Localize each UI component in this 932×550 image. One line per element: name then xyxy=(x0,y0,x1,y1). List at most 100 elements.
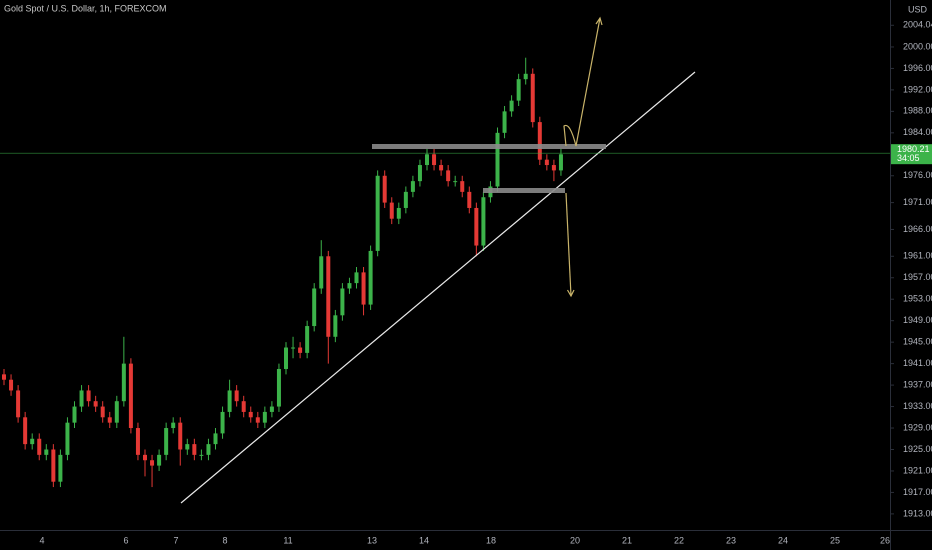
candle-body xyxy=(516,79,521,101)
trend-line xyxy=(180,71,696,504)
candle-body xyxy=(51,449,56,482)
candle-body xyxy=(509,100,514,112)
candle-body xyxy=(44,449,49,455)
candle-body xyxy=(234,390,239,402)
y-tick-label: 1966.00 xyxy=(903,224,932,234)
y-axis-label: USD xyxy=(908,4,928,14)
candle-body xyxy=(502,111,507,133)
candle-body xyxy=(262,411,267,423)
candle-body xyxy=(30,438,35,445)
x-tick-label: 24 xyxy=(778,535,788,545)
candle-body xyxy=(523,73,528,80)
y-tick-label: 1988.00 xyxy=(903,106,932,116)
x-tick-label: 8 xyxy=(222,535,227,545)
candle-body xyxy=(354,272,359,284)
candle-body xyxy=(305,326,310,353)
candle-body xyxy=(319,256,324,289)
candle-body xyxy=(284,347,288,369)
bear-arrow xyxy=(565,192,572,297)
x-tick-label: 18 xyxy=(486,535,496,545)
candle-body xyxy=(107,417,112,423)
candle-body xyxy=(199,454,204,456)
candle-body xyxy=(72,406,77,423)
candle-body xyxy=(410,181,415,192)
candle-body xyxy=(255,417,260,423)
candle-body xyxy=(551,165,556,171)
candle-body xyxy=(213,433,218,445)
candle-body xyxy=(417,165,422,182)
candle-body xyxy=(248,411,253,418)
candle-body xyxy=(460,181,465,192)
x-tick-label: 11 xyxy=(283,535,292,545)
candle-body xyxy=(65,422,70,455)
candle-body xyxy=(164,428,169,455)
x-tick-label: 22 xyxy=(674,535,684,545)
candle-body xyxy=(375,175,380,251)
candle-body xyxy=(269,406,274,412)
candle-body xyxy=(100,406,105,418)
candle-body xyxy=(206,444,211,455)
candle-body xyxy=(403,191,408,208)
candle-body xyxy=(396,207,401,219)
candle-body xyxy=(537,122,542,160)
bull-arrow xyxy=(563,17,601,147)
x-tick-label: 7 xyxy=(173,535,178,545)
bear-arrowhead xyxy=(566,289,575,298)
countdown-label: 34:05 xyxy=(897,153,920,163)
y-tick-label: 1992.00 xyxy=(903,84,932,94)
candle-body xyxy=(9,379,14,391)
candle-body xyxy=(157,454,162,466)
x-tick-label: 23 xyxy=(726,535,736,545)
y-tick-label: 1945.00 xyxy=(903,337,932,347)
resistance-zone xyxy=(372,144,606,149)
candle-body xyxy=(467,191,472,208)
candle-body xyxy=(340,288,345,316)
candle-body xyxy=(178,422,183,450)
candle-body xyxy=(114,401,119,423)
candle-body xyxy=(382,175,387,203)
candle-body xyxy=(37,438,42,455)
x-tick-label: 20 xyxy=(570,535,580,545)
bull-arrowhead xyxy=(595,16,603,26)
candle-body xyxy=(185,444,190,450)
candle-body xyxy=(291,347,296,349)
candle-body xyxy=(530,73,535,123)
candle-body xyxy=(241,401,246,412)
candle-body xyxy=(474,207,479,246)
candle-body xyxy=(58,454,63,482)
candle-body xyxy=(312,288,317,327)
support-zone xyxy=(483,188,565,193)
candle-body xyxy=(2,374,6,380)
x-tick-label: 21 xyxy=(622,535,632,545)
axis-label-bg xyxy=(905,3,927,15)
last-price-badge xyxy=(891,144,932,165)
candle-body xyxy=(333,315,338,337)
candle-body xyxy=(446,170,451,182)
y-tick-label: 1937.00 xyxy=(903,379,932,389)
y-tick-label: 1976.00 xyxy=(903,170,932,180)
candle-body xyxy=(558,154,563,171)
candle-body xyxy=(425,154,429,166)
candle-body xyxy=(495,132,500,187)
candle-body xyxy=(439,165,444,171)
y-tick-label: 1957.00 xyxy=(903,272,932,282)
x-tick-label: 13 xyxy=(367,535,377,545)
candle-body xyxy=(481,197,486,246)
candle-body xyxy=(326,256,331,337)
y-tick-label: 1949.00 xyxy=(903,315,932,325)
y-tick-label: 1925.00 xyxy=(903,444,932,454)
x-tick-label: 14 xyxy=(419,535,429,545)
candle-body xyxy=(227,390,232,412)
candle-body xyxy=(135,428,140,455)
candles xyxy=(2,57,563,488)
y-tick-label: 1961.00 xyxy=(903,251,932,261)
candle-body xyxy=(79,390,84,407)
candle-body xyxy=(16,390,21,418)
y-tick-label: 2004.04 xyxy=(903,20,932,30)
candle-body xyxy=(150,460,155,466)
candle-body xyxy=(453,181,458,183)
candle-body xyxy=(220,411,225,434)
